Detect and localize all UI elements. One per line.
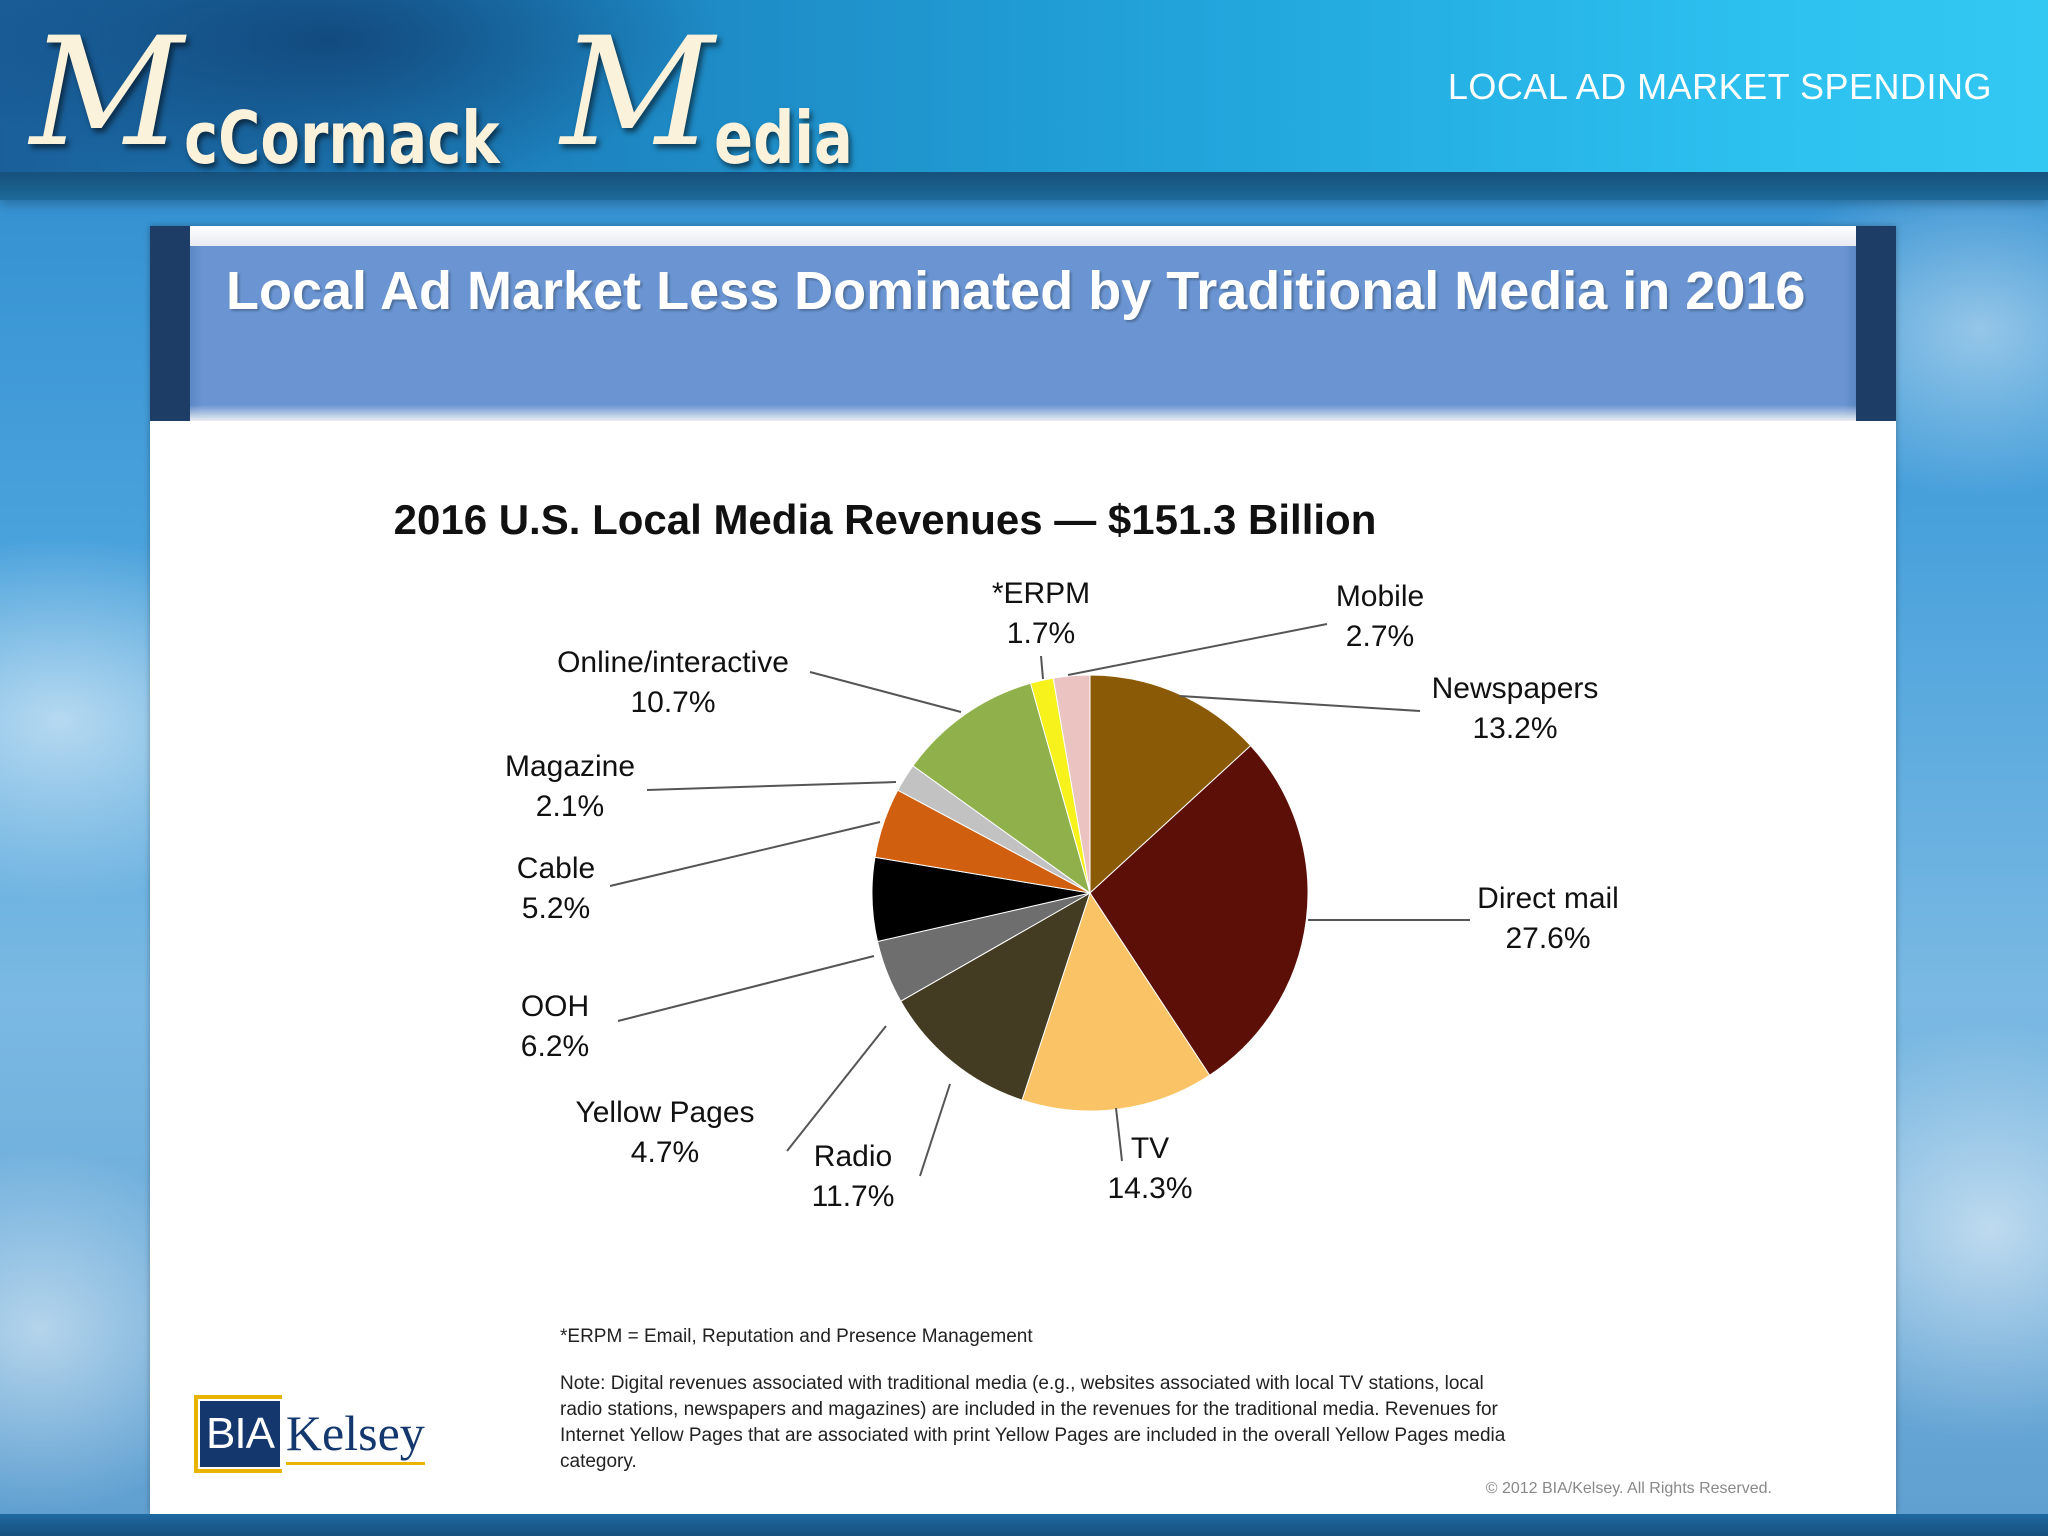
title-banner: Local Ad Market Less Dominated by Tradit… [150,226,1896,421]
slice-label: Direct mail [1477,882,1619,915]
leader-line [1115,1107,1123,1162]
revenue-note: Note: Digital revenues associated with t… [560,1373,1506,1472]
slice-label: OOH [521,990,589,1023]
leader-line [1040,655,1044,680]
slice-value-label: 11.7% [812,1180,895,1213]
leader-line [809,671,962,713]
slide-panel: Local Ad Market Less Dominated by Tradit… [150,226,1896,1514]
logo-letter-m2: M [560,6,715,180]
leader-line [646,781,897,791]
slice-label: Magazine [505,750,635,783]
pie-slice-newspapers [1089,674,1252,895]
pie-slice-online-interactive [912,682,1091,895]
slice-value-label: 2.7% [1346,620,1414,653]
bia-logo-box: BIA [194,1395,282,1473]
leader-line [617,955,875,1022]
leader-line [1067,623,1328,676]
logo-letter-m1: M [30,6,184,180]
banner-title: Local Ad Market Less Dominated by Tradit… [226,261,1806,321]
mccormack-media-logo: McCormack Media [30,6,888,180]
pie-slice-tv [1021,891,1211,1112]
pie-slice-direct-mail [1089,744,1309,1076]
slice-value-label: 13.2% [1472,712,1557,745]
footer-bar [0,1514,2048,1536]
slice-value-label: 6.2% [521,1030,589,1063]
slice-value-label: 5.2% [522,892,590,925]
slice-value-label: 27.6% [1505,922,1590,955]
logo-text-cormack: cCormack [183,96,500,180]
slice-label: *ERPM [992,577,1090,610]
chart-title: 2016 U.S. Local Media Revenues — $151.3 … [393,496,1377,543]
slice-value-label: 14.3% [1107,1172,1192,1205]
slice-label: Newspapers [1432,672,1599,705]
slice-label: Yellow Pages [575,1096,754,1129]
pie-slice-mobile [1052,674,1091,894]
pie-slice-radio [900,891,1091,1101]
bia-kelsey-logo: BIA Kelsey [194,1390,425,1478]
leader-line [609,821,881,887]
slice-label: Cable [517,852,595,885]
header-bar: McCormack Media LOCAL AD MARKET SPENDING [0,0,2048,200]
slide-title: LOCAL AD MARKET SPENDING [1447,66,1992,107]
pie-chart: Newspapers 13.2% Direct mail 27.6% TV 14.3% Ra… [505,577,1619,1213]
kelsey-logo-word: Kelsey [285,1404,425,1465]
erpm-footnote: *ERPM = Email, Reputation and Presence M… [560,1326,1033,1347]
slice-label: Mobile [1336,580,1424,613]
banner-left-cap [150,226,190,421]
copyright-text: © 2012 BIA/Kelsey. All Rights Reserved. [1485,1480,1772,1497]
slice-label: TV [1131,1132,1169,1165]
slice-value-label: 10.7% [630,686,715,719]
slice-label: Online/interactive [557,646,789,679]
leader-line [919,1083,951,1177]
header-stripe [0,172,2048,200]
banner-top-edge [150,226,1896,246]
leader-line [1179,695,1421,712]
slice-label: Radio [814,1140,892,1173]
slice-value-label: 4.7% [631,1136,699,1169]
banner-right-cap [1856,226,1896,421]
banner-shadow [190,405,1856,421]
leader-line [786,1025,887,1152]
slice-value-label: 1.7% [1007,617,1075,650]
logo-text-edia: edia [714,96,854,180]
slice-value-label: 2.1% [536,790,604,823]
